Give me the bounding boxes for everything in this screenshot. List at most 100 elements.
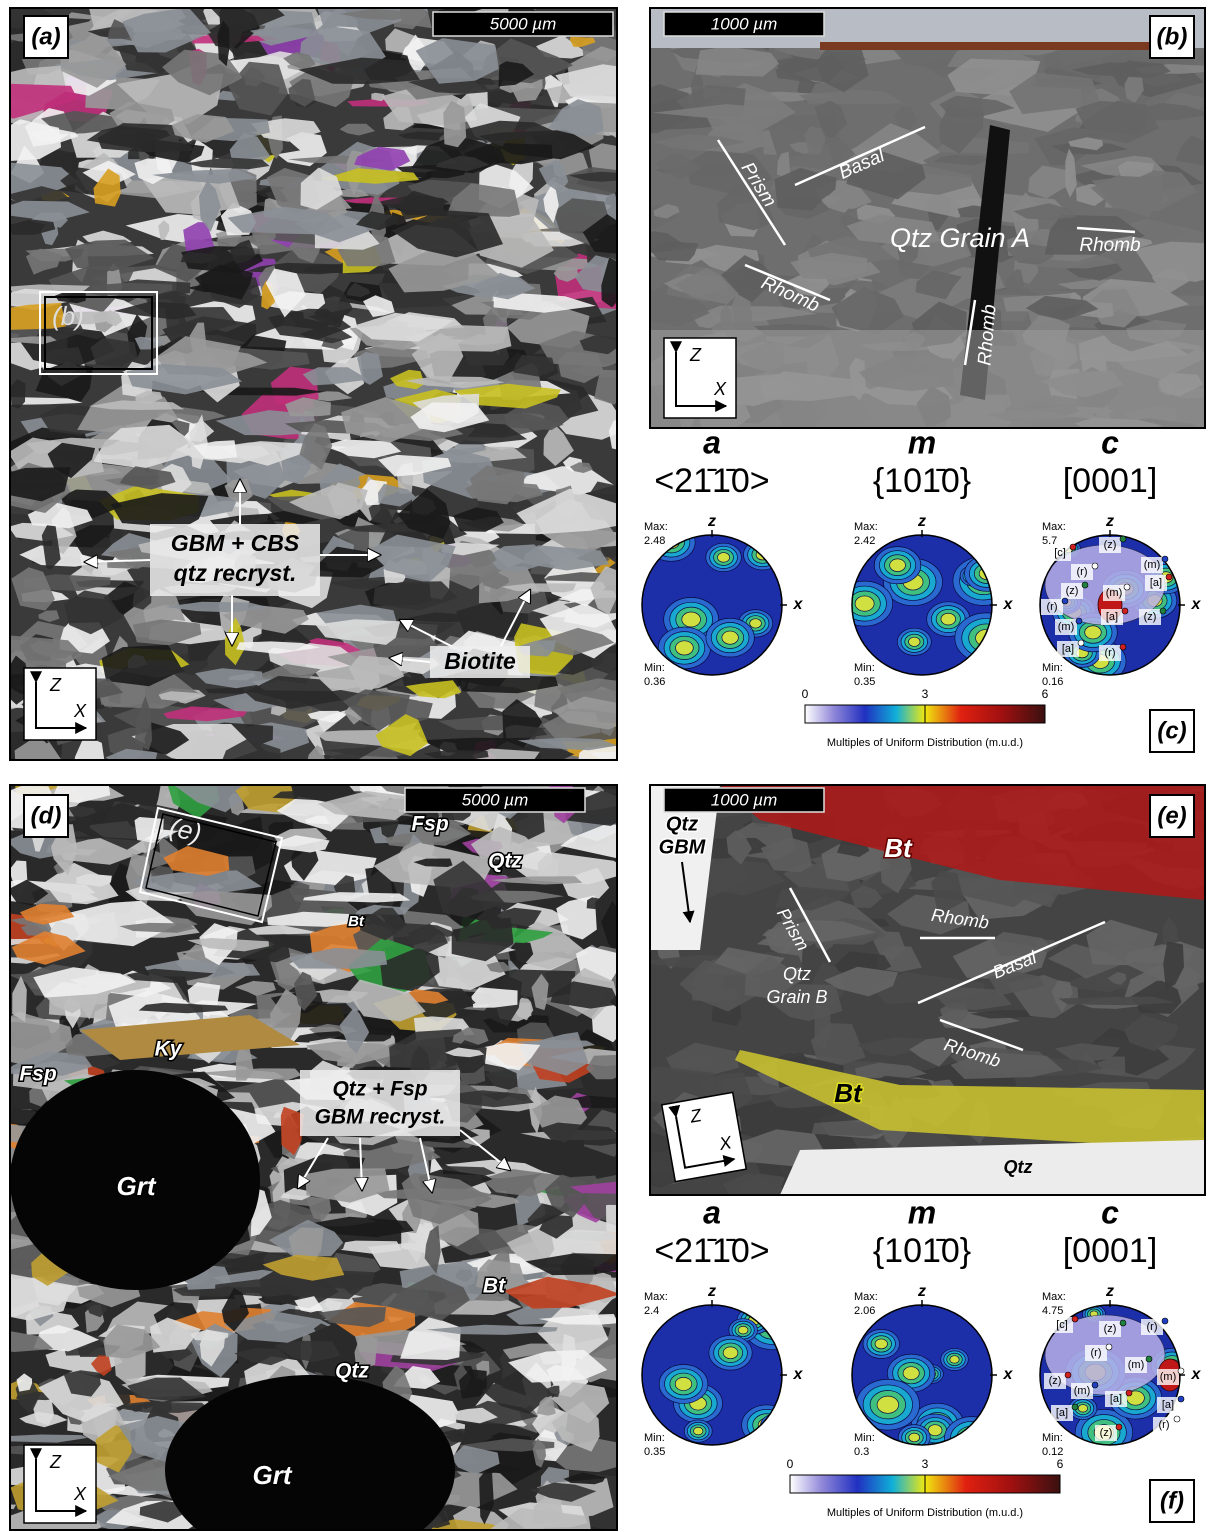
pf-pole-label: [a]	[1106, 611, 1118, 623]
panel-label: (f)	[1160, 1487, 1184, 1514]
pf-letter: m	[908, 424, 936, 460]
pf-max-label: Max:	[854, 1291, 878, 1303]
pf-letter: a	[703, 1194, 721, 1230]
label: Grt	[253, 1460, 293, 1490]
pf-axis: x	[1191, 1366, 1202, 1383]
axis-z: Z	[49, 675, 62, 695]
pf-contour	[855, 596, 874, 611]
pf-contour	[663, 536, 679, 549]
pf-pole-dot	[1106, 1344, 1112, 1350]
scale-bar-text: 5000 µm	[490, 14, 557, 33]
pf-letter: a	[703, 424, 721, 460]
pf-max-label: Max:	[854, 521, 878, 533]
pf-contour	[875, 1339, 887, 1349]
pf-pole-label: (r)	[1147, 1321, 1158, 1333]
axis-x: X	[73, 1484, 87, 1504]
pf-min-label: Min:	[644, 1432, 665, 1444]
panel-label: (c)	[1157, 717, 1186, 744]
pf-contour	[928, 1425, 942, 1436]
pf-axis: x	[793, 596, 804, 613]
pf-index: {101̄0}	[873, 462, 971, 500]
pf-pole-dot	[1166, 574, 1172, 580]
pf-contour	[676, 641, 694, 655]
pf-pole-dot	[1072, 1316, 1078, 1322]
pf-max-label: Max:	[644, 521, 668, 533]
axes-key: ZX	[664, 338, 736, 418]
pf-contour	[722, 631, 738, 644]
pf-pole-dot	[1122, 608, 1128, 614]
pf-max-value: 2.48	[644, 535, 665, 547]
pf-axis: x	[1003, 596, 1014, 613]
label: Rhomb	[1079, 235, 1140, 256]
pf-min-value: 0.36	[644, 676, 665, 688]
colorbar-tick-label: 0	[802, 687, 809, 701]
pf-contour	[956, 1426, 987, 1450]
axes-key: ZX	[24, 1445, 96, 1523]
pf-pole-dot	[1092, 563, 1098, 569]
pf-axis: x	[793, 1366, 804, 1383]
pf-min-value: 0.3	[854, 1446, 869, 1458]
pf-max-value: 2.4	[644, 1305, 659, 1317]
pf-max-value: 4.75	[1042, 1305, 1063, 1317]
pf-pole-dot	[1078, 640, 1084, 646]
pf-pole-dot	[1072, 1404, 1078, 1410]
pf-max-value: 2.06	[854, 1305, 875, 1317]
pf-pole-dot	[1065, 1372, 1071, 1378]
pf-contour	[1078, 1405, 1088, 1413]
figure: 5000 µm(a)(b)GBM + CBSqtz recryst.Biotit…	[0, 0, 1215, 1532]
scale-bar-text: 1000 µm	[711, 14, 778, 33]
pf-contour	[760, 1414, 790, 1438]
pf-axis: x	[1191, 596, 1202, 613]
pf-contour	[1162, 1305, 1177, 1317]
pf-contour	[909, 1433, 920, 1442]
label: Qtz	[335, 1360, 369, 1383]
pf-index: {101̄0}	[873, 1232, 971, 1270]
pf-pole-dot	[1082, 582, 1088, 588]
panel-label: (d)	[31, 802, 62, 829]
pf-pole-label: [c]	[1054, 547, 1066, 559]
pf-contour	[950, 1421, 993, 1455]
label: Fsp	[411, 813, 449, 836]
label: Qtz + Fsp	[332, 1078, 427, 1101]
axis-x: X	[713, 379, 727, 399]
pf-pole-label: (r)	[1159, 1419, 1170, 1431]
label: Fsp	[19, 1063, 57, 1086]
pf-contour	[693, 1427, 703, 1435]
label: Bt	[348, 913, 365, 930]
pf-contour	[877, 1396, 899, 1413]
pf-pole-label: (m)	[1106, 587, 1123, 599]
pf-min-value: 0.35	[854, 676, 875, 688]
pf-pole-label: (m)	[1074, 1385, 1091, 1397]
pf-contour	[1085, 626, 1102, 639]
grain	[443, 101, 466, 148]
pf-min-value: 0.16	[1042, 676, 1063, 688]
pf-axis: z	[917, 1283, 926, 1300]
pf-pole-label: [a]	[1056, 1407, 1068, 1419]
pf-pole-dot	[1160, 608, 1166, 614]
colorbar-tick-label: 6	[1042, 687, 1049, 701]
axis-x: X	[73, 701, 87, 721]
pf-pole-dot	[1120, 536, 1126, 542]
axis-z: Z	[689, 345, 702, 365]
pf-min-label: Min:	[854, 1432, 875, 1444]
label: Biotite	[444, 648, 516, 674]
label: qtz recryst.	[174, 560, 297, 586]
pf-contour	[718, 553, 730, 563]
pf-max-label: Max:	[1042, 1291, 1066, 1303]
pf-contour	[756, 550, 769, 560]
pf-index: <21̄1̄0>	[654, 462, 769, 500]
pf-index: [0001]	[1063, 462, 1158, 500]
pf-pole-dot	[1070, 544, 1076, 550]
pf-contour	[752, 546, 773, 563]
pf-contour	[903, 1367, 919, 1380]
pf-contour	[969, 624, 1004, 652]
pf-pole-label: (r)	[1105, 647, 1116, 659]
pf-index: <21̄1̄0>	[654, 1232, 769, 1270]
label: Qtz	[488, 850, 522, 873]
axes-key: ZX	[24, 668, 96, 740]
pf-contour	[770, 1422, 780, 1430]
pf-index: [0001]	[1063, 1232, 1158, 1270]
label: Qtz Grain A	[890, 223, 1030, 253]
colorbar-title: Multiples of Uniform Distribution (m.u.d…	[827, 1507, 1023, 1519]
pf-max-value: 2.42	[854, 535, 875, 547]
